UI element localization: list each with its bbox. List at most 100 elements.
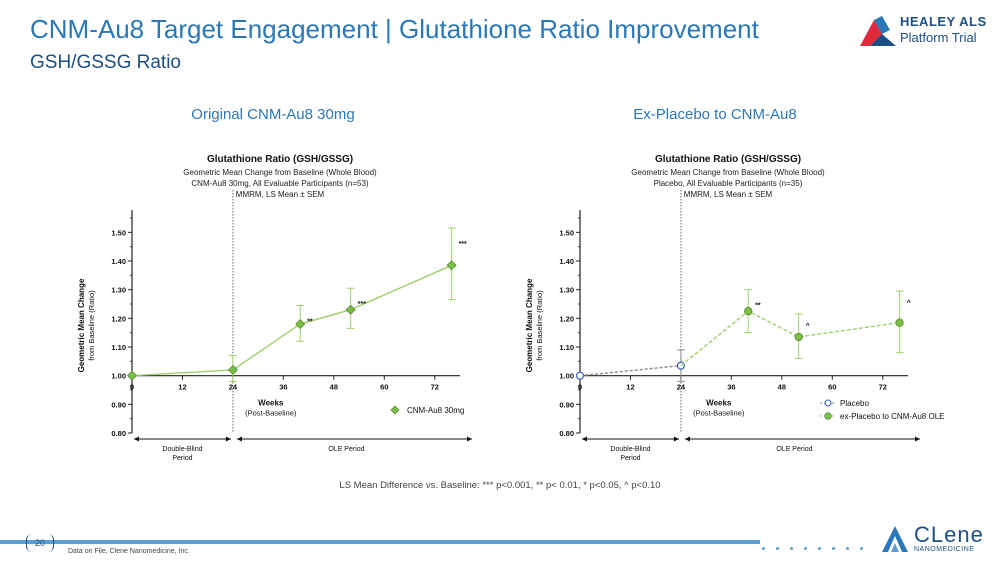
chart0-subtitle-1: CNM-Au8 30mg, All Evaluable Participants…: [191, 179, 369, 188]
chart-right: Glutathione Ratio (GSH/GSSG) Geometric Me…: [525, 154, 945, 462]
chart1-sig-label: **: [755, 303, 761, 310]
chart1-xtick-label: 12: [626, 383, 634, 392]
chart1-period-left-2: Period: [620, 455, 640, 462]
chart1-series-1-line: [680, 310, 900, 367]
chart1-period-left-1: Double-Blind: [610, 446, 650, 453]
footer-dots: [762, 537, 874, 555]
chart0-sig-label: ***: [358, 301, 366, 308]
chart1-xtick-label: 60: [828, 383, 836, 392]
chart1-arrowhead: [684, 436, 690, 442]
healey-logo-icon: [860, 16, 896, 46]
chart0-sig-label: **: [307, 318, 313, 325]
chart1-arrowhead: [915, 436, 920, 442]
footer-accent-bar: [0, 540, 760, 544]
chart0-xtick-label: 12: [178, 383, 186, 392]
chart1-period-right: OLE Period: [776, 446, 812, 453]
clene-logo-line2: NANOMEDICINE: [914, 546, 975, 553]
chart0-xtick-label: 36: [279, 383, 287, 392]
chart0-period-left-2: Period: [172, 455, 192, 462]
chart0-xtick-label: 24: [229, 383, 238, 392]
chart0-ylabel-2: from Baseline (Ratio): [87, 290, 96, 361]
right-panel-label: Ex-Placebo to CNM-Au8: [633, 106, 797, 123]
chart1-ytick-label: 0.80: [559, 429, 574, 438]
chart0-title: Glutathione Ratio (GSH/GSSG): [207, 154, 353, 165]
chart0-ylabel-1: Geometric Mean Change: [77, 278, 86, 372]
chart0-xlabel-1: Weeks: [258, 399, 284, 408]
chart0-xtick-label: 0: [130, 383, 134, 392]
chart1-subtitle-0: Geometric Mean Change from Baseline (Who…: [631, 168, 825, 177]
chart0-point: [127, 370, 137, 381]
chart1-ytick-label: 1.10: [559, 343, 574, 352]
left-panel-label: Original CNM-Au8 30mg: [191, 106, 355, 123]
chart1-xtick-label: 36: [727, 383, 735, 392]
significance-footnote: LS Mean Difference vs. Baseline: *** p<0…: [339, 480, 661, 491]
chart0-arrowhead: [467, 436, 472, 442]
chart0-series-0-line: [131, 264, 452, 377]
chart0-xtick-label: 48: [330, 383, 338, 392]
chart0-arrowhead: [225, 436, 231, 442]
chart0-xtick-label: 72: [431, 383, 439, 392]
chart1-ytick-label: 1.30: [559, 286, 574, 295]
chart1-legend-label: ex-Placebo to CNM-Au8 OLE: [840, 412, 945, 421]
chart0-ytick-label: 0.80: [111, 429, 126, 438]
chart1-ytick-label: 1.20: [559, 314, 574, 323]
chart0-legend-label: CNM-Au8 30mg: [407, 406, 464, 415]
chart1-xtick-label: 48: [778, 383, 786, 392]
chart1-subtitle-1: Placebo, All Evaluable Participants (n=3…: [654, 179, 803, 188]
chart1-xtick-label: 72: [879, 383, 887, 392]
chart0-ytick-label: 1.30: [111, 286, 126, 295]
page-subtitle: GSH/GSSG Ratio: [30, 52, 181, 73]
chart1-point: [794, 332, 803, 342]
chart1-legend-label: Placebo: [840, 399, 869, 408]
chart0-ytick-label: 1.20: [111, 314, 126, 323]
chart0-period-left-1: Double-Blind: [162, 446, 202, 453]
chart1-xtick-label: 0: [578, 383, 582, 392]
chart0-sig-label: ***: [459, 241, 467, 248]
chart0-point: [227, 364, 238, 375]
chart0-ytick-label: 1.00: [111, 372, 126, 381]
chart1-ytick-label: 0.90: [559, 400, 574, 409]
chart1-ylabel-1: Geometric Mean Change: [525, 278, 534, 372]
chart1-arrowhead: [673, 436, 679, 442]
chart0-ytick-label: 1.10: [111, 343, 126, 352]
chart0-ytick-label: 1.40: [111, 257, 126, 266]
page-number: 20: [26, 534, 54, 552]
chart1-ytick-label: 1.40: [559, 257, 574, 266]
chart0-point: [446, 260, 457, 271]
chart1-legend-marker: [824, 412, 832, 420]
chart1-subtitle-2: MMRM, LS Mean ± SEM: [684, 190, 773, 199]
chart0-point: [295, 319, 306, 330]
healey-logo: HEALEY ALS Platform Trial: [860, 14, 986, 48]
chart1-legend-marker: [824, 399, 832, 407]
chart0-legend-marker: [390, 405, 400, 415]
chart0-ytick-label: 1.50: [111, 228, 126, 237]
chart1-series-0-line: [579, 364, 681, 377]
chart1-point: [575, 371, 585, 380]
chart1-title: Glutathione Ratio (GSH/GSSG): [655, 154, 801, 165]
page-title: CNM-Au8 Target Engagement | Glutathione …: [30, 14, 759, 44]
chart0-point: [345, 304, 356, 315]
chart1-sig-label: ^: [907, 299, 911, 307]
chart-left: Glutathione Ratio (GSH/GSSG) Geometric Me…: [77, 154, 472, 462]
chart0-subtitle-2: MMRM, LS Mean ± SEM: [236, 190, 325, 199]
healey-logo-line1: HEALEY ALS: [900, 14, 987, 29]
chart0-xlabel-2: (Post-Baseline): [245, 409, 297, 418]
chart1-ytick-label: 1.00: [559, 372, 574, 381]
healey-logo-line2: Platform Trial: [900, 30, 977, 45]
chart1-ytick-label: 1.50: [559, 228, 574, 237]
chart1-point: [895, 318, 904, 327]
chart0-arrowhead: [134, 436, 139, 442]
clene-logo-line1: CLene: [914, 522, 984, 547]
chart1-xlabel-1: Weeks: [706, 399, 732, 408]
chart0-xtick-label: 60: [380, 383, 388, 392]
chart1-xtick-label: 24: [677, 383, 686, 392]
chart1-point: [744, 307, 753, 316]
clene-logo: CLene NANOMEDICINE: [880, 522, 990, 556]
chart0-period-right: OLE Period: [328, 446, 364, 453]
chart0-subtitle-0: Geometric Mean Change from Baseline (Who…: [183, 168, 377, 177]
chart1-xlabel-2: (Post-Baseline): [693, 409, 745, 418]
chart1-sig-label: ^: [806, 322, 810, 330]
source-note: Data on File, Clene Nanomedicine, Inc.: [68, 548, 190, 555]
chart0-arrowhead: [236, 436, 242, 442]
chart1-arrowhead: [582, 436, 587, 442]
